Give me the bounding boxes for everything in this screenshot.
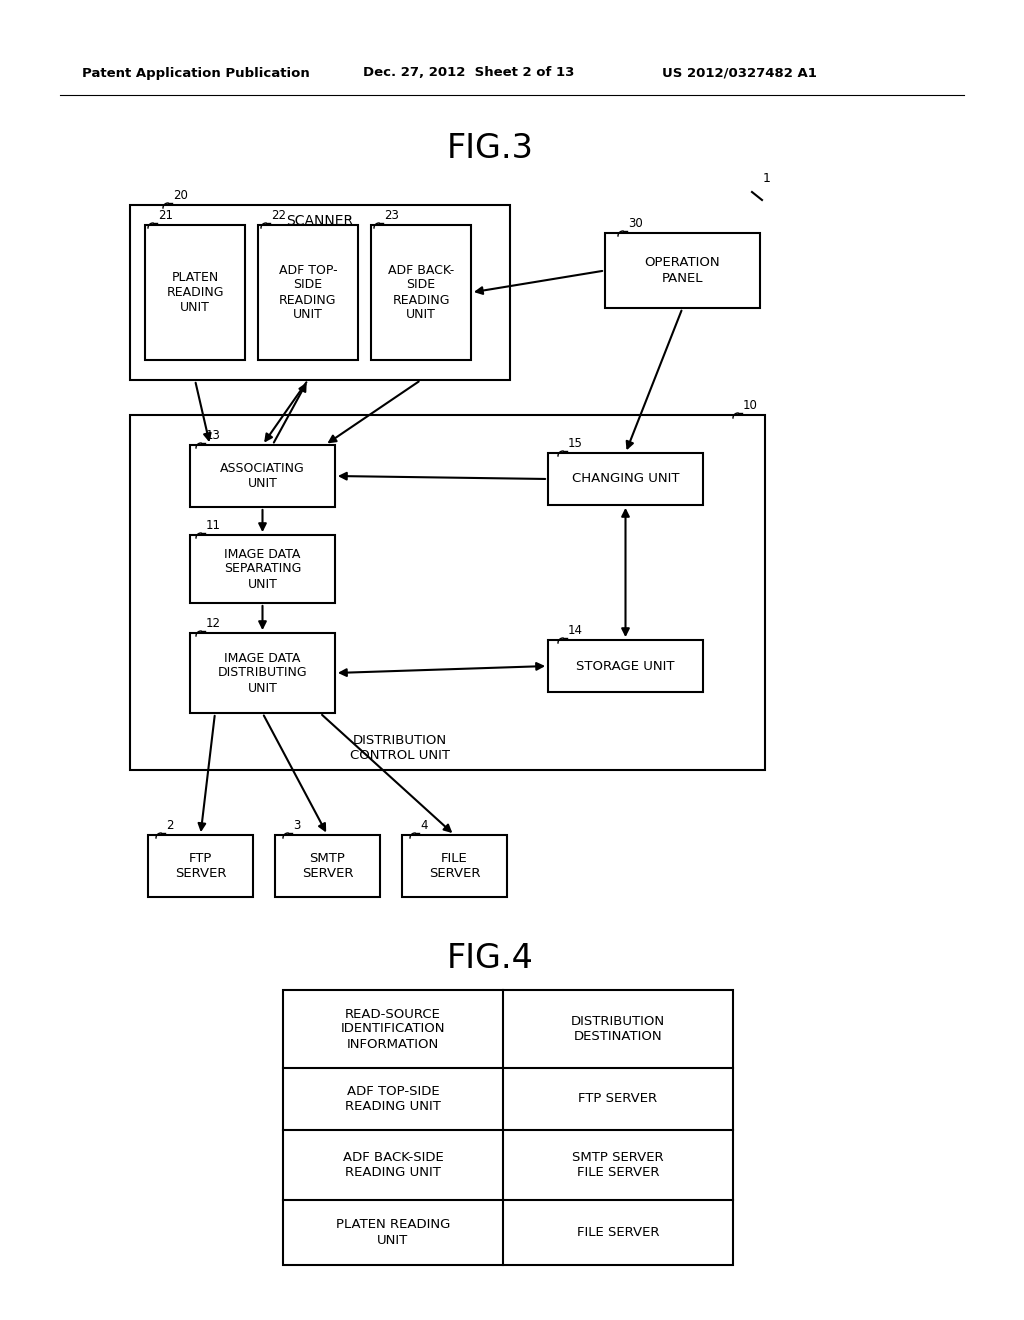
Text: SMTP
SERVER: SMTP SERVER (302, 851, 353, 880)
Text: FTP
SERVER: FTP SERVER (175, 851, 226, 880)
Text: OPERATION
PANEL: OPERATION PANEL (645, 256, 720, 285)
Text: Patent Application Publication: Patent Application Publication (82, 66, 309, 79)
Text: 21: 21 (158, 209, 173, 222)
Bar (258, 224, 358, 360)
Bar (402, 836, 507, 898)
Text: ASSOCIATING
UNIT: ASSOCIATING UNIT (220, 462, 305, 490)
Text: 15: 15 (568, 437, 583, 450)
Text: Dec. 27, 2012  Sheet 2 of 13: Dec. 27, 2012 Sheet 2 of 13 (362, 66, 574, 79)
Bar (130, 205, 510, 380)
Text: FTP SERVER: FTP SERVER (579, 1093, 657, 1106)
Text: 14: 14 (568, 624, 583, 638)
Text: 30: 30 (628, 216, 643, 230)
Text: DISTRIBUTION
CONTROL UNIT: DISTRIBUTION CONTROL UNIT (350, 734, 450, 762)
Bar (190, 445, 335, 507)
Text: CHANGING UNIT: CHANGING UNIT (571, 473, 679, 486)
Text: 4: 4 (420, 818, 427, 832)
Bar (275, 836, 380, 898)
Text: FILE
SERVER: FILE SERVER (429, 851, 480, 880)
Bar (190, 535, 335, 603)
Text: 20: 20 (173, 189, 187, 202)
Text: 23: 23 (384, 209, 399, 222)
Text: ADF TOP-
SIDE
READING
UNIT: ADF TOP- SIDE READING UNIT (279, 264, 337, 322)
Text: 2: 2 (166, 818, 173, 832)
Text: 3: 3 (293, 818, 300, 832)
Bar (283, 990, 733, 1265)
Bar (548, 453, 703, 506)
Text: FIG.4: FIG.4 (446, 941, 534, 974)
Text: 22: 22 (271, 209, 286, 222)
Text: US 2012/0327482 A1: US 2012/0327482 A1 (662, 66, 817, 79)
Bar (371, 224, 471, 360)
Text: ADF TOP-SIDE
READING UNIT: ADF TOP-SIDE READING UNIT (345, 1085, 441, 1113)
Text: PLATEN READING
UNIT: PLATEN READING UNIT (336, 1218, 451, 1246)
Text: SMTP SERVER
FILE SERVER: SMTP SERVER FILE SERVER (572, 1151, 664, 1179)
Bar (148, 836, 253, 898)
Bar (145, 224, 245, 360)
Text: DISTRIBUTION
DESTINATION: DISTRIBUTION DESTINATION (571, 1015, 665, 1043)
Text: PLATEN
READING
UNIT: PLATEN READING UNIT (166, 271, 224, 314)
Text: 13: 13 (206, 429, 221, 442)
Text: 12: 12 (206, 616, 221, 630)
Text: STORAGE UNIT: STORAGE UNIT (577, 660, 675, 672)
Text: FIG.3: FIG.3 (446, 132, 534, 165)
Text: FILE SERVER: FILE SERVER (577, 1226, 659, 1239)
Text: READ-SOURCE
IDENTIFICATION
INFORMATION: READ-SOURCE IDENTIFICATION INFORMATION (341, 1007, 445, 1051)
Text: IMAGE DATA
DISTRIBUTING
UNIT: IMAGE DATA DISTRIBUTING UNIT (218, 652, 307, 694)
Text: IMAGE DATA
SEPARATING
UNIT: IMAGE DATA SEPARATING UNIT (224, 548, 301, 590)
Text: ADF BACK-SIDE
READING UNIT: ADF BACK-SIDE READING UNIT (343, 1151, 443, 1179)
Text: 1: 1 (763, 172, 771, 185)
Text: SCANNER: SCANNER (287, 214, 353, 228)
Bar (548, 640, 703, 692)
Bar (190, 634, 335, 713)
Text: ADF BACK-
SIDE
READING
UNIT: ADF BACK- SIDE READING UNIT (388, 264, 454, 322)
Bar (605, 234, 760, 308)
Bar (130, 414, 765, 770)
Text: 11: 11 (206, 519, 221, 532)
Text: 10: 10 (743, 399, 758, 412)
